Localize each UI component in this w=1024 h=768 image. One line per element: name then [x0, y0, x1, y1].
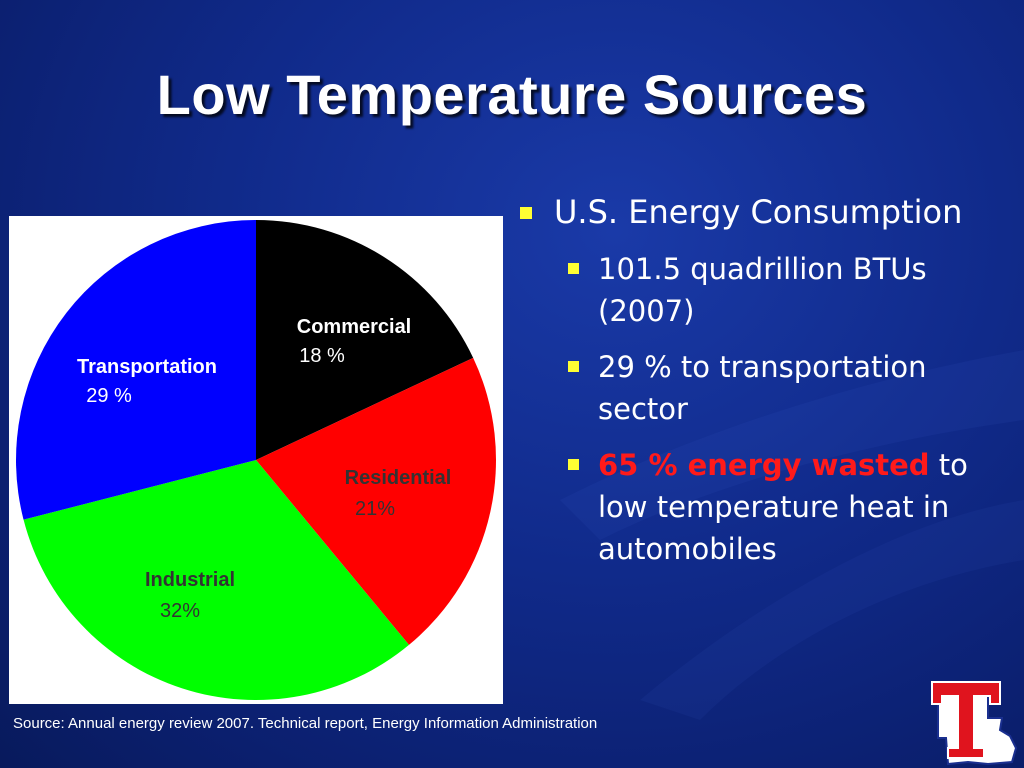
- slice-label-residential: Residential: [345, 467, 452, 489]
- bullet-sub-1: 101.5 quadrillion BTUs (2007): [516, 248, 1016, 332]
- pie-slice-transportation: [15, 220, 256, 520]
- slice-percent-residential: 21%: [355, 498, 395, 520]
- pie-chart: Commercial 18 % Residential 21% Industrial 32…: [15, 220, 496, 701]
- bullet-sub-3-highlight: 65 % energy wasted: [598, 448, 930, 482]
- pie-slice-industrial: [23, 460, 409, 701]
- slide-title: Low Temperature Sources: [156, 63, 868, 126]
- pie-slice-residential: [256, 357, 496, 645]
- bullet-sub-3: 65 % energy wasted to low temperature he…: [516, 444, 1016, 570]
- slice-percent-industrial: 32%: [160, 600, 200, 622]
- bullet-sub-1-text: 101.5 quadrillion BTUs (2007): [598, 252, 927, 328]
- bullet-square-icon: [568, 361, 579, 372]
- bullet-square-icon: [568, 263, 579, 274]
- bullet-square-icon: [520, 207, 532, 219]
- slice-label-commercial: Commercial: [297, 316, 412, 338]
- pie-slice-commercial: [256, 220, 474, 460]
- slice-label-industrial: Industrial: [145, 569, 235, 591]
- slice-percent-transportation: 29 %: [86, 385, 132, 407]
- bullet-main: U.S. Energy Consumption: [516, 190, 1016, 234]
- bullet-sub-2-text: 29 % to transportation sector: [598, 350, 927, 426]
- bullet-sub-2: 29 % to transportation sector: [516, 346, 1016, 430]
- source-citation: Source: Annual energy review 2007. Techn…: [13, 715, 598, 732]
- slice-percent-commercial: 18 %: [299, 345, 345, 367]
- bullet-list: U.S. Energy Consumption 101.5 quadrillio…: [516, 190, 1016, 570]
- bullet-sub-3-text: to low temperature heat in automobiles: [598, 448, 968, 566]
- pie-chart-panel: Commercial 18 % Residential 21% Industrial 32…: [9, 216, 503, 704]
- louisiana-tech-logo: [931, 681, 1018, 766]
- slice-label-transportation: Transportation: [77, 356, 217, 378]
- bullet-main-text: U.S. Energy Consumption: [554, 193, 963, 231]
- bullet-square-icon: [568, 459, 579, 470]
